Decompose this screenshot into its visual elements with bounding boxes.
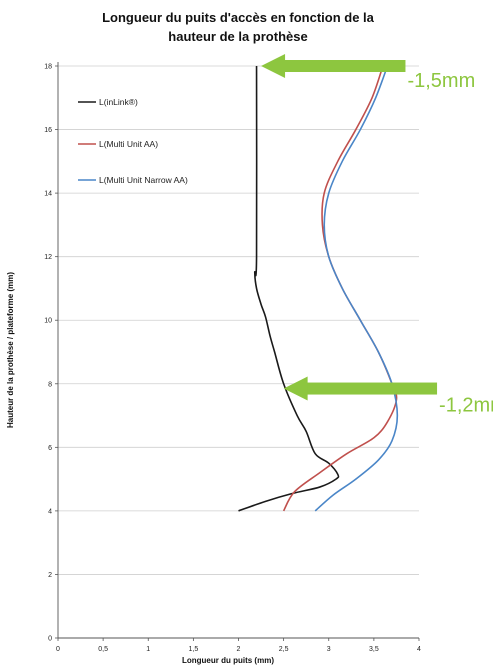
x-tick-label: 4 — [417, 646, 421, 653]
annotation-arrow-shaft-2 — [305, 382, 438, 395]
annotation-arrow-shaft-1 — [283, 60, 406, 72]
x-tick-label: 1,5 — [189, 646, 199, 653]
y-axis-label: Hauteur de la prothèse / plateforme (mm) — [6, 272, 15, 428]
series-line-2 — [282, 65, 398, 512]
axes — [55, 62, 420, 641]
y-tick-label: 14 — [44, 191, 52, 198]
annotation-arrow-head-2 — [283, 376, 308, 401]
x-tick-label: 3 — [327, 646, 331, 653]
legend-label-3: L(Multi Unit Narrow AA) — [99, 175, 188, 185]
legend: L(inLink®) L(Multi Unit AA) L(Multi Unit N… — [78, 97, 188, 185]
y-tick-label: 16 — [44, 127, 52, 134]
y-tick-label: 18 — [44, 64, 52, 71]
x-tick-label: 0 — [56, 646, 60, 653]
y-tick-label: 2 — [48, 572, 52, 579]
x-tick-labels: 0 0,5 1 1,5 2 2,5 3 3,5 4 — [56, 646, 421, 653]
series-line-3 — [314, 65, 399, 512]
chart-title-line-1: Longueur du puits d'accès en fonction de… — [102, 10, 375, 25]
series-line-1 — [238, 65, 340, 512]
y-tick-label: 6 — [48, 445, 52, 452]
y-tick-label: 8 — [48, 381, 52, 388]
y-tick-label: 10 — [44, 318, 52, 325]
chart-title-line-2: hauteur de la prothèse — [168, 29, 307, 44]
grid — [58, 65, 419, 575]
legend-label-2: L(Multi Unit AA) — [99, 139, 158, 149]
x-axis-label: Longueur du puits (mm) — [182, 656, 274, 665]
y-tick-label: 12 — [44, 254, 52, 261]
annotations: -1,5mm -1,2mm — [261, 54, 493, 417]
annotation-arrow-head-1 — [261, 54, 286, 78]
x-tick-label: 2,5 — [279, 646, 289, 653]
annotation-label-2: -1,2mm — [439, 395, 493, 417]
x-tick-label: 2 — [237, 646, 241, 653]
legend-label-1: L(inLink®) — [99, 97, 138, 107]
x-tick-label: 1 — [146, 646, 150, 653]
y-tick-labels: 0 2 4 6 8 10 12 14 16 18 — [44, 64, 52, 643]
x-tick-label: 0,5 — [98, 646, 108, 653]
y-tick-label: 4 — [48, 508, 52, 515]
annotation-label-1: -1,5mm — [407, 70, 475, 92]
series-lines — [238, 65, 399, 512]
y-tick-label: 0 — [48, 636, 52, 643]
x-tick-label: 3,5 — [369, 646, 379, 653]
